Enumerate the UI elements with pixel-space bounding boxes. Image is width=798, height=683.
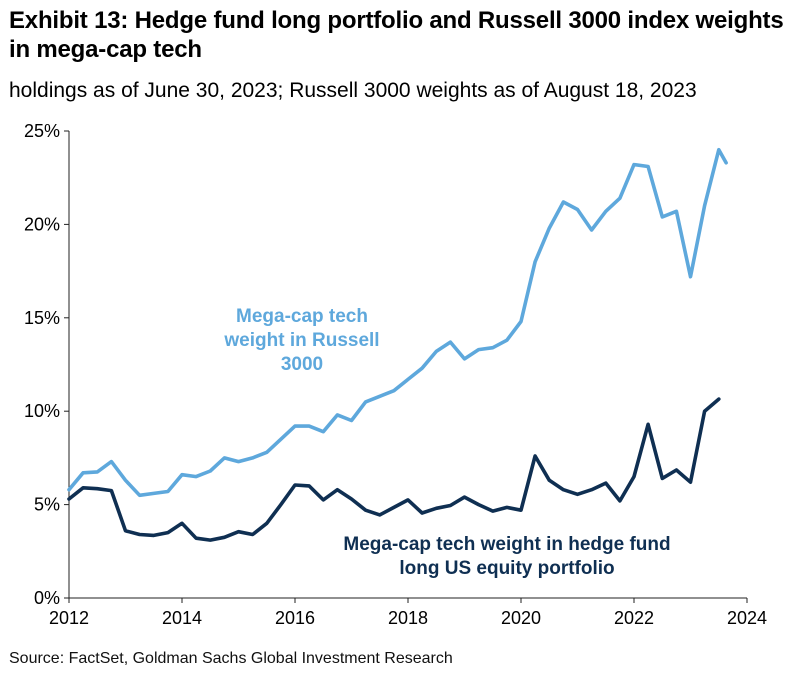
x-tick-label: 2012 [49, 608, 89, 628]
russell-series-line [67, 147, 728, 498]
x-tick-label: 2014 [162, 608, 202, 628]
hedge_fund-annotation-line: Mega-cap tech weight in hedge fund [343, 534, 670, 555]
x-tick-label: 2018 [388, 608, 428, 628]
x-tick-label: 2024 [727, 608, 767, 628]
y-tick-label: 25% [24, 121, 60, 141]
source-note: Source: FactSet, Goldman Sachs Global In… [9, 650, 453, 667]
x-tick-label: 2022 [614, 608, 654, 628]
chart-subtitle: holdings as of June 30, 2023; Russell 30… [9, 79, 697, 102]
chart-title: Exhibit 13: Hedge fund long portfolio an… [9, 7, 784, 63]
x-tick-label: 2020 [501, 608, 541, 628]
hedge_fund-series-line [67, 397, 721, 542]
series-annotations: Mega-cap tech weight in Russell 3000 Mega-c… [223, 306, 670, 579]
russell-annotation-line: 3000 [281, 354, 323, 375]
hedge_fund-annotation-line: long US equity portfolio [399, 558, 614, 579]
russell-annotation-line: Mega-cap tech [236, 306, 368, 327]
x-tick-label: 2016 [275, 608, 315, 628]
y-tick-label: 10% [24, 401, 60, 421]
y-tick-label: 20% [24, 214, 60, 234]
russell-annotation-line: weight in Russell [223, 330, 379, 351]
y-tick-label: 5% [34, 495, 60, 515]
chart-axes: 0% 5% 10% 15% 20% 25% 2012 2014 2016 2018 2020 2022… [24, 121, 767, 628]
y-tick-label: 0% [34, 588, 60, 608]
series-lines [67, 147, 728, 542]
y-tick-label: 15% [24, 308, 60, 328]
